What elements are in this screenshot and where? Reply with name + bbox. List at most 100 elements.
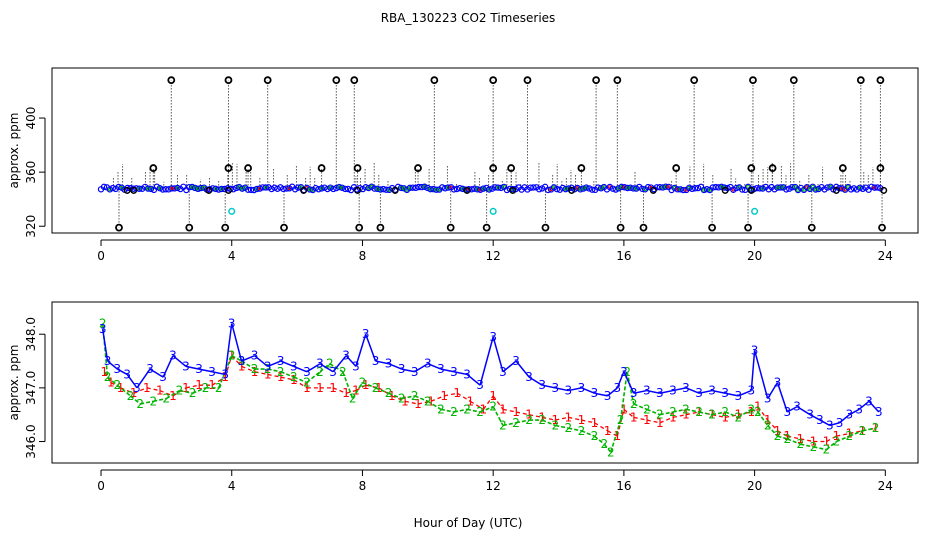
series-3-segment — [116, 368, 128, 376]
series-2-point: 2 — [623, 365, 631, 379]
series-1-segment — [528, 414, 543, 419]
series-2-point: 2 — [411, 389, 419, 403]
series-1-segment — [849, 430, 863, 435]
series-1-point: 1 — [764, 413, 772, 427]
series-1-point: 1 — [156, 384, 164, 398]
series-1-point: 1 — [117, 381, 125, 395]
baseline-point — [247, 186, 255, 194]
spike-marker-mid — [317, 164, 326, 172]
series-2-point: 2 — [607, 445, 615, 459]
series-3-point: 3 — [734, 389, 742, 403]
series-2-segment — [502, 421, 517, 427]
baseline-point-green — [219, 187, 224, 191]
baseline-black-point — [391, 186, 399, 194]
series-2-point: 2 — [810, 440, 818, 454]
series-3-segment — [126, 374, 138, 389]
baseline-point-green — [502, 185, 506, 189]
baseline-point — [453, 185, 461, 193]
series-3-point: 3 — [114, 362, 122, 376]
series-3-point: 3 — [643, 384, 651, 398]
series-2-segment — [241, 360, 256, 370]
series-3-point: 3 — [329, 365, 337, 379]
series-2-point: 2 — [669, 405, 677, 419]
bottom-plot-frame — [51, 301, 919, 464]
series-3-segment — [568, 387, 582, 392]
series-1-segment — [469, 400, 484, 410]
series-2-point: 2 — [512, 416, 520, 430]
series-3-point: 3 — [146, 362, 154, 376]
spike-marker-low — [616, 223, 625, 232]
series-2-point: 2 — [359, 376, 367, 390]
baseline-point — [471, 185, 478, 192]
baseline-point — [659, 184, 666, 191]
series-2-point: 2 — [551, 418, 559, 432]
baseline-point — [106, 186, 114, 193]
series-1-segment — [623, 408, 635, 418]
spike-marker-high — [749, 76, 757, 85]
baseline-point — [850, 185, 858, 192]
bottom-x-tick-label: 24 — [878, 479, 893, 493]
baseline-point — [327, 184, 334, 191]
baseline-point — [159, 186, 166, 193]
baseline-point — [788, 184, 796, 191]
series-3-point: 3 — [525, 370, 533, 384]
series-3-segment — [414, 363, 429, 373]
series-2-segment — [306, 371, 321, 384]
spike-marker-mid — [838, 164, 847, 172]
series-1-segment — [725, 414, 739, 419]
series-2-segment — [555, 424, 569, 429]
series-2-point: 2 — [149, 394, 157, 408]
series-1-point: 1 — [604, 424, 612, 438]
bottom-x-tick-label: 20 — [747, 479, 762, 493]
series-1-segment — [332, 387, 347, 394]
baseline-point — [412, 184, 419, 192]
baseline-point — [609, 185, 616, 192]
series-1-segment — [444, 392, 458, 397]
series-3-segment — [858, 400, 870, 410]
series-1-segment — [482, 395, 494, 410]
series-2-point: 2 — [656, 408, 664, 422]
series-1-segment — [254, 371, 268, 376]
series-3-segment — [750, 350, 756, 391]
top-plot-frame — [51, 67, 919, 234]
series-2-segment — [825, 440, 837, 451]
baseline-point — [330, 185, 337, 193]
series-1-point: 1 — [388, 389, 396, 403]
series-1-segment — [750, 406, 759, 413]
series-3-segment — [623, 371, 635, 394]
series-2-segment — [192, 387, 206, 394]
baseline-point — [374, 185, 381, 193]
series-1-point: 1 — [480, 402, 488, 416]
series-3-point: 3 — [748, 384, 756, 398]
baseline-point — [536, 185, 543, 193]
series-2-point: 2 — [823, 443, 831, 457]
spike-marker-mid — [244, 164, 252, 172]
series-1-segment — [345, 389, 357, 394]
series-3-segment — [711, 389, 726, 394]
baseline-point — [709, 184, 716, 191]
series-2-segment — [453, 408, 468, 413]
series-1-point: 1 — [453, 386, 461, 400]
series-3-point: 3 — [669, 384, 677, 398]
series-3-point: 3 — [290, 359, 298, 373]
baseline-point — [383, 186, 390, 193]
baseline-point — [397, 184, 405, 192]
series-1-segment — [836, 432, 850, 437]
series-2-point: 2 — [228, 349, 236, 363]
baseline-point — [244, 186, 252, 193]
series-3-segment — [616, 371, 625, 389]
series-2-segment — [140, 400, 154, 405]
series-2-segment — [849, 430, 863, 437]
series-3-segment — [319, 363, 334, 373]
series-3-segment — [254, 355, 269, 367]
series-2-point: 2 — [189, 386, 197, 400]
baseline-point — [162, 186, 169, 193]
baseline-point — [221, 185, 228, 193]
series-3-point: 3 — [751, 343, 759, 357]
series-2-segment — [685, 408, 700, 413]
series-3-point: 3 — [764, 392, 772, 406]
series-3-segment — [107, 360, 118, 370]
baseline-point — [594, 184, 602, 191]
top-x-tick-label: 12 — [486, 249, 501, 263]
series-3-point: 3 — [437, 362, 445, 376]
